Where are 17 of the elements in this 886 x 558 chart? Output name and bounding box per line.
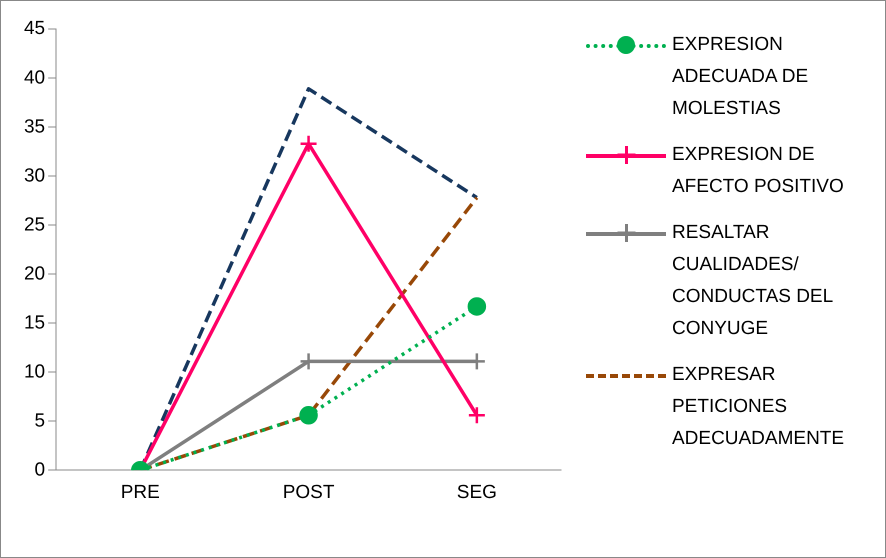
y-tick-label: 25 (24, 214, 46, 236)
x-tick-label: SEG (456, 482, 497, 503)
legend-label: EXPRESION DE AFECTO POSITIVO (672, 143, 845, 199)
y-tick-label: 40 (24, 67, 46, 88)
y-tick-label: 5 (34, 410, 46, 432)
x-tick-label: POST (282, 482, 335, 503)
y-tick-label: 10 (24, 361, 46, 382)
y-tick-label: 35 (24, 116, 46, 138)
legend-label: EXPRESAR PETICIONES ADECUADAMENTE (672, 363, 846, 451)
y-tick-label: 20 (24, 263, 46, 284)
legend-label: EXPRESION ADECUADA DE MOLESTIAS (672, 33, 810, 121)
y-tick-label: 15 (24, 312, 46, 334)
y-tick-label: 0 (34, 459, 46, 480)
legend-label: RESALTAR CUALIDADES/ CONDUCTAS DEL CONYUGE (672, 221, 834, 341)
y-tick-label: 45 (24, 18, 46, 40)
x-tick-label: PRE (120, 482, 160, 503)
y-tick-label: 30 (24, 165, 46, 186)
